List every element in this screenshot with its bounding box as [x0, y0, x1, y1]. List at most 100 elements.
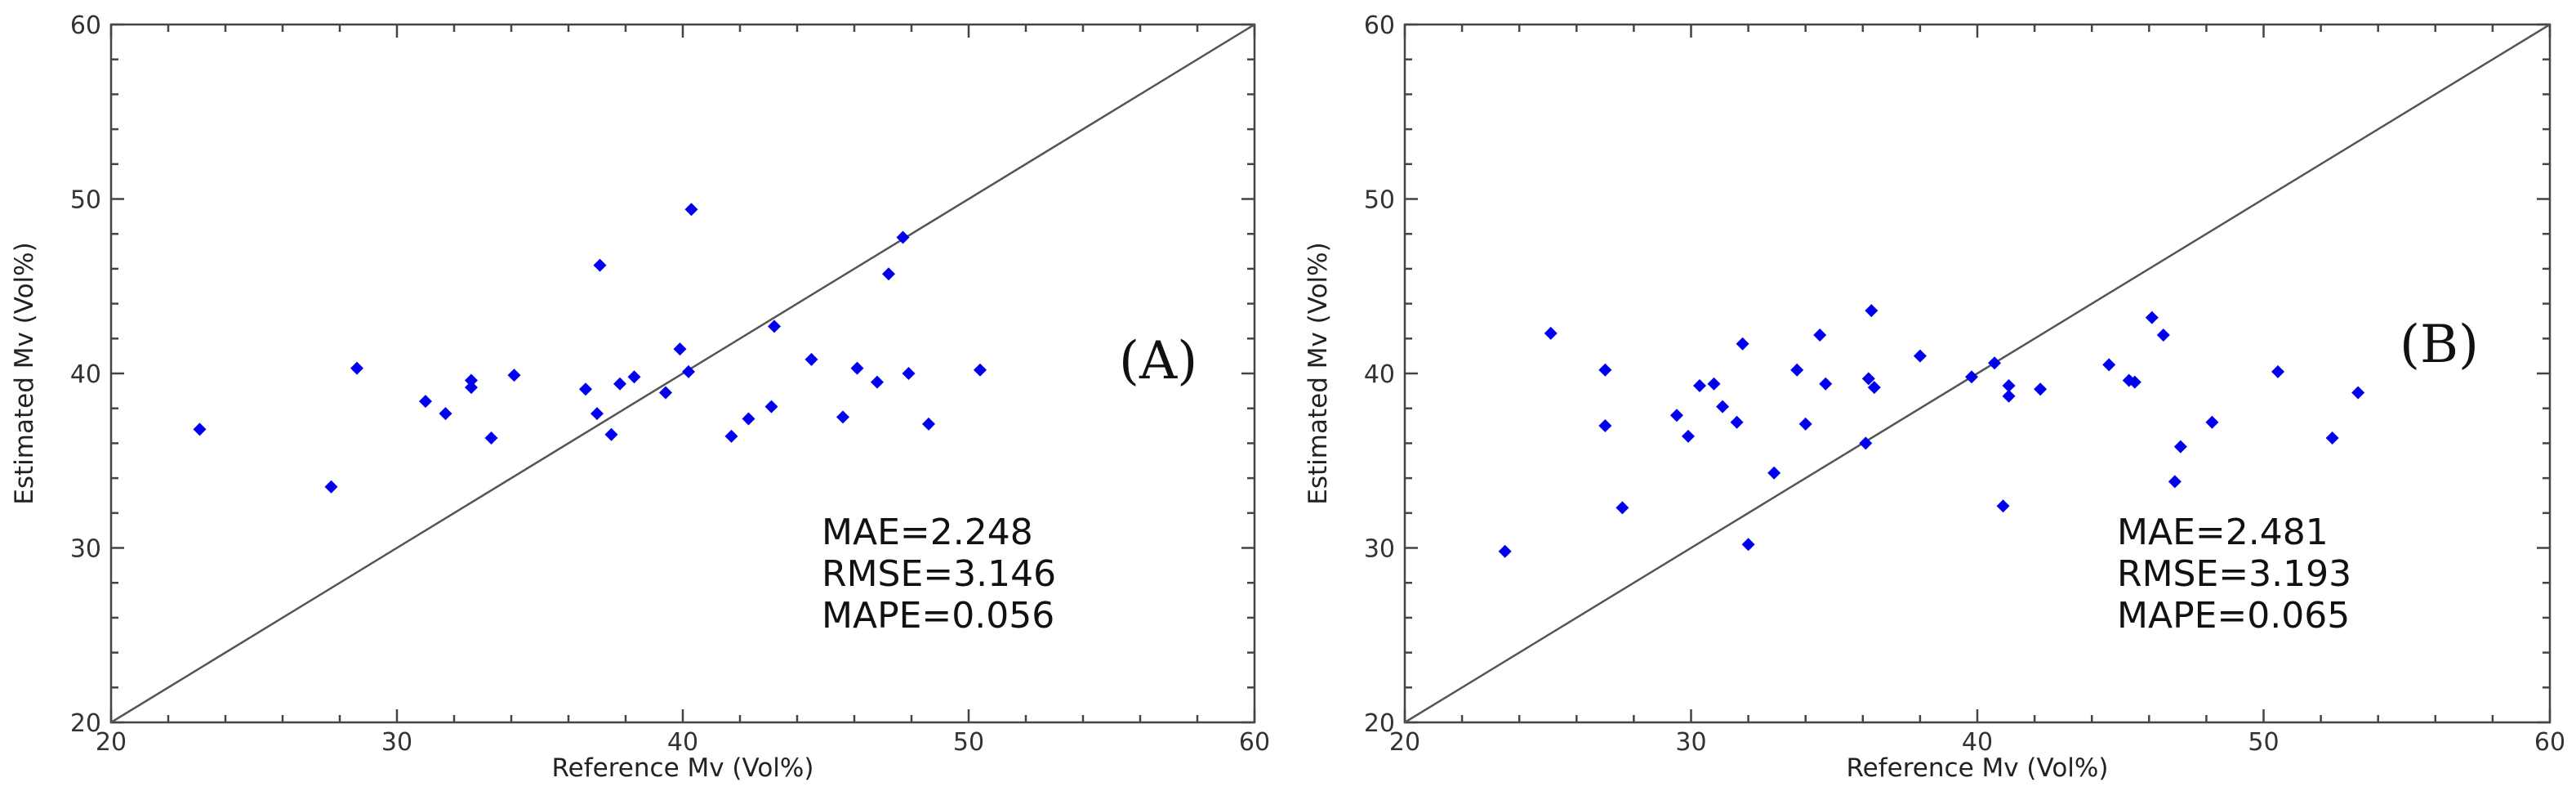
data-point — [1859, 436, 1873, 450]
data-point — [1996, 499, 2010, 513]
data-point — [974, 363, 987, 377]
panel-label: (B) — [2400, 315, 2479, 375]
data-point — [2168, 475, 2182, 489]
x-tick-label: 20 — [96, 728, 127, 757]
x-tick-label: 50 — [953, 728, 984, 757]
data-point — [659, 386, 672, 400]
data-point — [1819, 377, 1833, 391]
data-point — [465, 373, 478, 387]
stat-annotation: RMSE=3.193 — [2117, 553, 2351, 595]
y-tick-label: 30 — [1364, 535, 1395, 564]
data-point — [768, 320, 781, 333]
data-point — [684, 203, 698, 217]
y-tick-label: 30 — [70, 535, 101, 564]
data-point — [2271, 364, 2285, 378]
panel-label: (A) — [1119, 331, 1197, 391]
data-point — [1736, 337, 1749, 351]
data-point — [2002, 378, 2016, 392]
data-point — [902, 367, 916, 380]
stat-annotation: RMSE=3.146 — [822, 553, 1056, 595]
data-point — [1544, 326, 1558, 340]
data-point — [1913, 349, 1927, 363]
data-point — [850, 361, 864, 375]
data-point — [2002, 389, 2016, 403]
x-axis-title: Reference Mv (Vol%) — [1847, 753, 2109, 783]
panel-b-scatter-chart: 20 30 40 50 60 20 30 40 50 60 Reference Mv (Vol%) E… — [1304, 11, 2565, 783]
data-point — [1798, 417, 1812, 431]
data-point — [742, 412, 755, 426]
data-point — [1693, 378, 1707, 392]
data-point — [682, 364, 695, 378]
stat-annotation: MAE=2.481 — [2117, 512, 2329, 553]
y-axis-title: Estimated Mv (Vol%) — [10, 242, 39, 504]
data-point — [804, 352, 818, 366]
data-point — [350, 361, 363, 375]
data-point — [1498, 544, 1512, 558]
data-point — [1865, 304, 1879, 318]
data-point — [1790, 363, 1804, 377]
y-tick-label: 50 — [70, 186, 101, 215]
y-tick-label: 60 — [70, 11, 101, 40]
x-tick-label: 60 — [2534, 728, 2565, 757]
data-point — [1681, 429, 1695, 443]
data-point — [1964, 370, 1978, 384]
data-point — [836, 410, 849, 424]
data-point — [419, 395, 432, 409]
panel-a-scatter-chart: 20 30 40 50 60 20 30 40 50 60 Reference Mv (Vol%) E… — [10, 11, 1270, 783]
data-point — [1598, 419, 1612, 433]
data-point — [2156, 329, 2170, 342]
x-tick-label: 30 — [381, 728, 412, 757]
x-tick-label: 20 — [1389, 728, 1420, 757]
x-tick-label: 40 — [667, 728, 698, 757]
data-point — [896, 230, 910, 244]
y-axis-title: Estimated Mv (Vol%) — [1304, 242, 1333, 504]
data-point — [1669, 409, 1683, 422]
data-point — [507, 369, 521, 382]
data-point — [1598, 363, 1612, 377]
data-point — [2351, 386, 2365, 400]
data-point — [1813, 329, 1827, 342]
x-tick-label: 50 — [2248, 728, 2279, 757]
data-point — [1716, 400, 1730, 413]
y-tick-label: 40 — [70, 360, 101, 389]
data-point — [484, 431, 498, 445]
data-point — [2173, 440, 2187, 454]
data-point — [591, 407, 604, 421]
data-point — [1707, 377, 1721, 391]
data-point — [1616, 501, 1629, 515]
data-point — [922, 417, 935, 431]
data-point — [2128, 375, 2141, 389]
data-point — [724, 429, 738, 443]
one-to-one-line — [1404, 23, 2551, 724]
data-point — [882, 267, 895, 281]
y-tick-label: 40 — [1364, 360, 1395, 389]
stat-annotation: MAE=2.248 — [822, 512, 1033, 553]
stat-annotation: MAPE=0.065 — [2117, 595, 2350, 637]
data-point — [439, 407, 452, 421]
data-point — [1741, 538, 1755, 552]
data-point — [673, 342, 687, 356]
data-point — [465, 381, 478, 395]
y-tick-label: 20 — [70, 709, 101, 738]
data-point — [627, 370, 641, 384]
x-tick-label: 40 — [1962, 728, 1993, 757]
data-point — [604, 427, 618, 441]
data-point — [593, 258, 607, 272]
y-tick-label: 20 — [1364, 709, 1395, 738]
data-point — [324, 480, 338, 494]
data-point — [2102, 358, 2116, 372]
data-point — [579, 382, 592, 396]
data-point — [2034, 382, 2048, 396]
x-tick-label: 60 — [1239, 728, 1270, 757]
data-point — [2205, 415, 2219, 429]
data-point — [764, 400, 778, 413]
data-point — [613, 377, 626, 391]
data-point — [1767, 466, 1781, 480]
data-point — [1861, 372, 1875, 386]
y-tick-label: 50 — [1364, 186, 1395, 215]
data-point — [193, 422, 207, 436]
data-point — [871, 375, 884, 389]
y-tick-label: 60 — [1364, 11, 1395, 40]
data-point — [1867, 381, 1881, 395]
